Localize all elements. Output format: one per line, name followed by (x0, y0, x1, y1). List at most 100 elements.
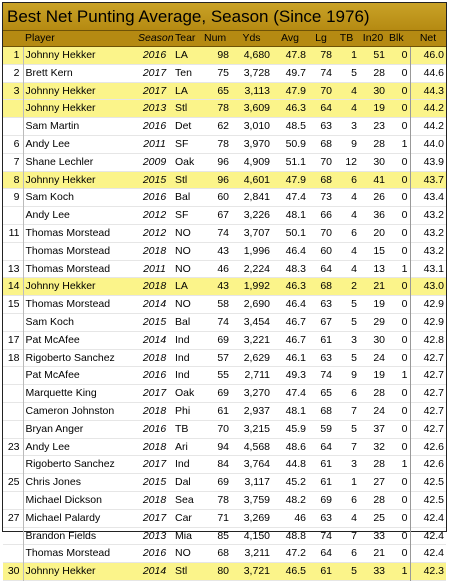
cell-num: 43 (217, 280, 229, 293)
cell-tb: 4 (351, 244, 357, 257)
cell-yds: 4,568 (243, 440, 270, 453)
cell-lg: 68 (320, 137, 332, 150)
col-header-tb: TB (334, 31, 359, 47)
cell-player: Andy Lee (25, 137, 70, 150)
table-row: Sam Koch 2015 Bal 74 3,454 46.7 67 5 29 0 42.9 (3, 313, 446, 332)
cell-team: Oak (175, 155, 195, 168)
cell-yds: 3,010 (243, 120, 270, 133)
cell-lg: 74 (320, 66, 332, 79)
cell-yds: 2,841 (243, 191, 270, 204)
cell-rank (3, 544, 24, 563)
cell-tb: 2 (351, 280, 357, 293)
cell-player: Rigoberto Sanchez (25, 351, 115, 364)
cell-lg: 64 (320, 262, 332, 275)
cell-blk: 0 (401, 191, 408, 204)
table-row: 3 Johnny Hekker 2017 LA 65 3,113 47.9 70 4 30 0 44.… (3, 82, 446, 100)
cell-in20: 30 (373, 155, 385, 168)
table-row: 11 Thomas Morstead 2012 NO 74 3,707 50.1 70 6 20 0… (3, 224, 446, 243)
cell-tb: 5 (351, 351, 357, 364)
cell-player: Sam Koch (25, 315, 74, 328)
cell-season: 2017 (142, 458, 167, 471)
cell-tb: 5 (351, 422, 357, 435)
cell-season: 2009 (142, 155, 167, 168)
cell-yds: 3,609 (243, 102, 270, 115)
cell-in20: 30 (373, 84, 385, 97)
cell-in20: 29 (373, 315, 385, 328)
cell-lg: 69 (320, 493, 332, 506)
cell-avg: 48.1 (285, 209, 306, 222)
cell-in20: 27 (373, 476, 385, 489)
cell-rank (3, 366, 24, 385)
cell-blk: 0 (401, 280, 408, 293)
cell-avg: 48.6 (285, 440, 306, 453)
cell-in20: 28 (373, 137, 385, 150)
col-header-num: Num (202, 31, 231, 47)
cell-rank: 7 (3, 153, 24, 172)
cell-blk: 0 (401, 351, 408, 364)
cell-season: 2018 (142, 280, 167, 293)
cell-season: 2017 (142, 84, 167, 97)
cell-blk: 0 (401, 387, 408, 400)
cell-in20: 26 (373, 191, 385, 204)
cell-tb: 4 (351, 209, 357, 222)
cell-lg: 70 (320, 84, 332, 97)
cell-team: Bal (175, 315, 191, 328)
cell-player: Rigoberto Sanchez (25, 458, 115, 471)
cell-player: Thomas Morstead (25, 262, 111, 275)
cell-rank: 30 (3, 562, 24, 581)
cell-in20: 32 (373, 440, 385, 453)
cell-in20: 19 (373, 298, 385, 311)
cell-season: 2012 (142, 209, 167, 222)
cell-avg: 47.9 (285, 173, 306, 186)
cell-player: Michael Dickson (25, 493, 102, 506)
cell-season: 2011 (143, 137, 166, 150)
table-row: Cameron Johnston 2018 Phi 61 2,937 48.1 68 7 24 0… (3, 402, 446, 421)
cell-season: 2016 (142, 49, 167, 61)
cell-team: Ind (175, 369, 190, 382)
cell-rank (3, 206, 24, 225)
cell-num: 98 (217, 49, 229, 61)
cell-yds: 1,996 (243, 244, 270, 257)
cell-season: 2013 (142, 102, 167, 115)
cell-avg: 48.3 (285, 262, 306, 275)
cell-rank: 9 (3, 188, 24, 207)
cell-team: Oak (175, 387, 195, 400)
cell-num: 74 (217, 226, 229, 239)
cell-avg: 45.2 (285, 476, 306, 489)
cell-net: 42.3 (409, 562, 446, 581)
cell-rank: 27 (3, 509, 24, 528)
cell-tb: 5 (351, 298, 357, 311)
cell-num: 69 (217, 333, 229, 346)
cell-avg: 51.1 (285, 155, 306, 168)
cell-num: 55 (217, 369, 229, 382)
cell-in20: 51 (373, 49, 385, 61)
cell-season: 2018 (142, 440, 167, 453)
cell-avg: 48.1 (285, 404, 306, 417)
table-row: 30 Johnny Hekker 2014 Stl 80 3,721 46.5 61 5 33 1 4… (3, 562, 446, 581)
cell-in20: 33 (373, 565, 385, 578)
cell-season: 2014 (142, 333, 167, 346)
cell-net: 42.8 (409, 331, 446, 350)
cell-net: 42.6 (409, 455, 446, 474)
cell-rank: 17 (3, 331, 24, 350)
cell-tb: 3 (351, 120, 357, 133)
cell-lg: 78 (320, 49, 332, 61)
cell-net: 42.4 (409, 509, 446, 528)
cell-blk: 0 (401, 226, 408, 239)
table-row: 2 Brett Kern 2017 Ten 75 3,728 49.7 74 5 28 0 44.6 (3, 64, 446, 83)
col-header-net: Net (410, 31, 446, 47)
cell-yds: 2,224 (243, 262, 270, 275)
cell-in20: 30 (373, 333, 385, 346)
cell-tb: 6 (351, 173, 357, 186)
cell-lg: 74 (320, 369, 332, 382)
cell-num: 60 (217, 191, 229, 204)
col-header-blk: Blk (387, 31, 410, 47)
cell-rank: 1 (3, 46, 24, 65)
cell-in20: 19 (373, 102, 385, 115)
cell-team: Sea (175, 493, 194, 506)
cell-rank: 23 (3, 438, 24, 456)
table-row: Johnny Hekker 2013 Stl 78 3,609 46.3 64 4 19 0 44.… (3, 99, 446, 118)
cell-season: 2016 (142, 422, 167, 435)
table-row: 18 Rigoberto Sanchez 2018 Ind 57 2,629 46.1 63 5… (3, 349, 446, 367)
cell-player: Andy Lee (25, 209, 70, 222)
